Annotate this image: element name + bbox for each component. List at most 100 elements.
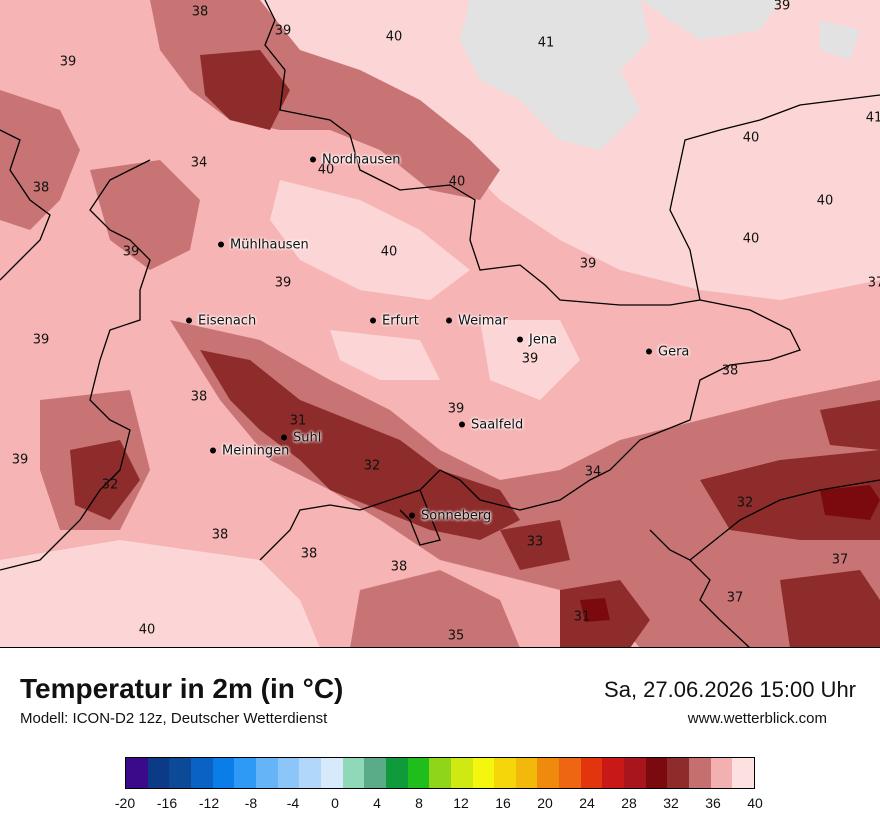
model-subtitle: Modell: ICON-D2 12z, Deutscher Wetterdie… bbox=[20, 710, 328, 727]
color-swatch bbox=[515, 758, 538, 788]
temperature-value-label: 39 bbox=[274, 23, 292, 39]
color-swatch bbox=[342, 758, 365, 788]
city-name: Nordhausen bbox=[322, 152, 401, 168]
scale-tick-label: 40 bbox=[747, 795, 763, 811]
color-swatch bbox=[602, 758, 625, 788]
city-name: Gera bbox=[658, 344, 690, 360]
city-marker: Eisenach bbox=[186, 314, 256, 329]
city-marker: Gera bbox=[646, 345, 689, 360]
scale-tick-label: 12 bbox=[453, 795, 469, 811]
color-swatch bbox=[212, 758, 235, 788]
temperature-field bbox=[0, 0, 880, 647]
temperature-value-label: 38 bbox=[211, 527, 229, 543]
city-dot-icon bbox=[210, 447, 216, 453]
color-scale-bar bbox=[125, 757, 755, 789]
color-swatch bbox=[732, 758, 755, 788]
temperature-value-label: 38 bbox=[721, 363, 739, 379]
color-swatch bbox=[429, 758, 451, 788]
temperature-value-label: 31 bbox=[573, 609, 591, 625]
city-name: Saalfeld bbox=[471, 417, 524, 433]
city-marker: Sonneberg bbox=[409, 509, 491, 524]
temperature-value-label: 39 bbox=[122, 244, 140, 260]
city-dot-icon bbox=[370, 317, 376, 323]
temperature-value-label: 39 bbox=[447, 401, 465, 417]
temperature-value-label: 38 bbox=[390, 559, 408, 575]
city-dot-icon bbox=[517, 336, 523, 342]
map-title: Temperatur in 2m (in °C) bbox=[20, 673, 344, 704]
city-name: Eisenach bbox=[198, 313, 257, 329]
city-marker: Weimar bbox=[446, 314, 508, 329]
color-swatch bbox=[320, 758, 343, 788]
city-name: Sonneberg bbox=[421, 508, 492, 524]
city-name: Mühlhausen bbox=[230, 237, 309, 253]
scale-tick-label: 28 bbox=[621, 795, 637, 811]
temperature-value-label: 38 bbox=[191, 4, 209, 20]
city-name: Suhl bbox=[293, 430, 322, 446]
temperature-value-label: 41 bbox=[865, 110, 880, 126]
color-swatch bbox=[710, 758, 733, 788]
temperature-value-label: 40 bbox=[317, 162, 335, 178]
temperature-value-label: 40 bbox=[448, 174, 466, 190]
website-link[interactable]: www.wetterblick.com bbox=[687, 710, 827, 727]
temperature-value-label: 34 bbox=[190, 155, 208, 171]
city-dot-icon bbox=[409, 512, 415, 518]
city-dot-icon bbox=[459, 421, 465, 427]
color-swatch bbox=[559, 758, 581, 788]
city-dot-icon bbox=[186, 317, 192, 323]
color-swatch bbox=[494, 758, 516, 788]
color-swatch bbox=[645, 758, 668, 788]
color-swatch bbox=[277, 758, 300, 788]
scale-tick-label: 24 bbox=[579, 795, 595, 811]
temperature-value-label: 37 bbox=[867, 275, 880, 291]
city-dot-icon bbox=[446, 317, 452, 323]
temperature-value-label: 38 bbox=[300, 546, 318, 562]
temperature-value-label: 32 bbox=[363, 458, 381, 474]
color-swatch bbox=[450, 758, 473, 788]
city-name: Jena bbox=[529, 332, 558, 348]
city-marker: Mühlhausen bbox=[218, 238, 309, 253]
city-dot-icon bbox=[218, 241, 224, 247]
city-marker: Nordhausen bbox=[310, 153, 401, 168]
temperature-value-label: 37 bbox=[726, 590, 744, 606]
color-swatch bbox=[472, 758, 495, 788]
city-marker: Erfurt bbox=[370, 314, 419, 329]
color-swatch bbox=[364, 758, 386, 788]
forecast-datetime: Sa, 27.06.2026 15:00 Uhr bbox=[604, 677, 856, 702]
scale-tick-label: 32 bbox=[663, 795, 679, 811]
city-marker: Meiningen bbox=[210, 444, 289, 459]
color-swatch bbox=[190, 758, 213, 788]
temperature-value-label: 39 bbox=[274, 275, 292, 291]
temperature-value-label: 40 bbox=[742, 231, 760, 247]
scale-tick-label: 36 bbox=[705, 795, 721, 811]
city-name: Weimar bbox=[458, 313, 508, 329]
temperature-value-label: 37 bbox=[831, 552, 849, 568]
city-dot-icon bbox=[646, 348, 652, 354]
color-swatch bbox=[667, 758, 690, 788]
color-swatch bbox=[234, 758, 256, 788]
color-swatch bbox=[299, 758, 321, 788]
color-swatch bbox=[255, 758, 278, 788]
scale-tick-label: -4 bbox=[286, 795, 300, 811]
color-swatch bbox=[385, 758, 408, 788]
color-swatch bbox=[689, 758, 711, 788]
scale-tick-label: 4 bbox=[373, 795, 381, 811]
city-marker: Jena bbox=[517, 333, 557, 348]
scale-tick-label: 20 bbox=[537, 795, 553, 811]
temperature-value-label: 40 bbox=[380, 244, 398, 260]
city-marker: Saalfeld bbox=[459, 418, 523, 433]
color-swatch bbox=[624, 758, 646, 788]
temperature-value-label: 38 bbox=[32, 180, 50, 196]
temperature-value-label: 38 bbox=[190, 389, 208, 405]
temperature-value-label: 40 bbox=[138, 622, 156, 638]
temperature-value-label: 39 bbox=[11, 452, 29, 468]
scale-tick-label: -20 bbox=[114, 795, 136, 811]
temperature-map: 38 39 40 41 39 41 39 34 40 40 40 40 38 39 40 39 40 39 37 39… bbox=[0, 0, 880, 648]
scale-tick-label: 16 bbox=[495, 795, 511, 811]
city-name: Meiningen bbox=[222, 443, 290, 459]
city-marker: Suhl bbox=[281, 431, 321, 446]
temperature-value-label: 39 bbox=[59, 54, 77, 70]
scale-tick-label: 8 bbox=[415, 795, 423, 811]
temperature-value-label: 32 bbox=[101, 477, 119, 493]
scale-tick-label: -12 bbox=[198, 795, 220, 811]
scale-tick-label: -16 bbox=[156, 795, 178, 811]
